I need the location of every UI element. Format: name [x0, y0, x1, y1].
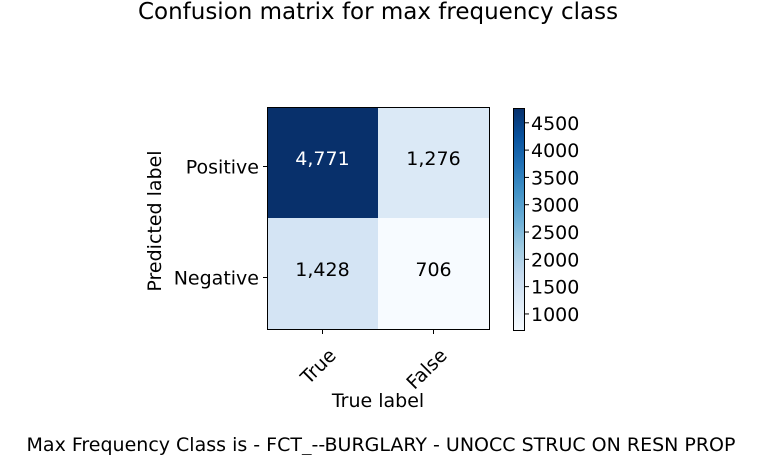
colorbar-tick-label: 2500	[531, 222, 579, 244]
colorbar-tick-label: 4500	[531, 113, 579, 135]
chart-title: Confusion matrix for max frequency class	[138, 0, 618, 25]
chart-caption: Max Frequency Class is - FCT_--BURGLARY …	[27, 434, 736, 455]
x-axis-ticks: True False	[296, 329, 452, 394]
x-axis-label: True label	[331, 390, 424, 412]
matrix-cells	[267, 107, 490, 330]
colorbar-tick-label: 3500	[531, 167, 579, 189]
y-tick-label: Positive	[186, 157, 259, 179]
colorbar-ticks: 1000 1500 2000 2500 3000 3500 4000 4500	[525, 113, 579, 326]
y-axis-ticks: Positive Negative	[174, 157, 268, 290]
matrix-cell	[267, 107, 379, 219]
colorbar-tick-label: 3000	[531, 195, 579, 217]
y-tick-label: Negative	[174, 268, 259, 290]
matrix-cell	[378, 107, 490, 219]
x-tick-label: False	[402, 345, 451, 394]
matrix-cell-value: 4,771	[295, 148, 349, 170]
matrix-cell-value: 1,276	[406, 148, 460, 170]
colorbar	[513, 108, 525, 331]
matrix-cell-value: 706	[415, 259, 451, 281]
matrix-cell-labels: 4,771 1,276 1,428 706	[295, 148, 460, 281]
colorbar-tick-label: 1500	[531, 277, 579, 299]
matrix-cell-value: 1,428	[295, 259, 349, 281]
matrix-cell	[378, 218, 490, 330]
colorbar-tick-label: 1000	[531, 304, 579, 326]
colorbar-tick-label: 2000	[531, 249, 579, 271]
matrix-cell	[267, 218, 379, 330]
y-axis-label: Predicted label	[144, 150, 166, 291]
colorbar-tick-label: 4000	[531, 140, 579, 162]
x-tick-label: True	[296, 345, 341, 390]
matrix-frame	[267, 107, 490, 330]
